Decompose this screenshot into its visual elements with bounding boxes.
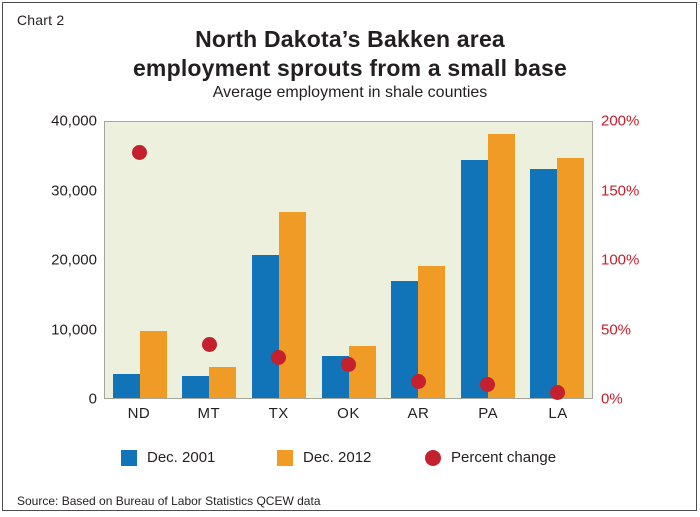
bar-dec-2012-ok (348, 345, 376, 398)
plot-area (104, 121, 593, 400)
legend-square-swatch (121, 449, 137, 466)
bar-dec-2012-pa (487, 133, 515, 398)
legend-item-dec-2001: Dec. 2001 (121, 449, 215, 466)
legend-item-percent-change: Percent change (425, 449, 556, 466)
bar-dec-2001-nd (112, 373, 140, 398)
bar-dec-2001-mt (182, 375, 210, 398)
legend-square-swatch (277, 449, 293, 466)
left-axis-tick: 10,000 (51, 321, 97, 338)
bar-group-nd (105, 122, 175, 398)
bar-group-pa (453, 122, 523, 398)
percent-change-dot-la (549, 384, 565, 400)
chart-title: North Dakota’s Bakken area employment sp… (0, 25, 700, 83)
percent-change-dot-ok (341, 357, 357, 373)
left-axis-tick: 40,000 (51, 112, 97, 130)
legend-label: Dec. 2012 (303, 449, 372, 466)
bar-dec-2001-la (530, 168, 558, 398)
bar-dec-2012-mt (209, 366, 237, 398)
chart-title-line1: North Dakota’s Bakken area (195, 26, 505, 52)
bar-dec-2012-la (557, 157, 585, 398)
category-label-la: LA (548, 405, 568, 422)
category-label-pa: PA (478, 405, 499, 422)
percent-change-dot-pa (480, 376, 496, 392)
category-label-mt: MT (197, 405, 221, 422)
left-axis-tick: 0 (88, 390, 97, 408)
category-label-tx: TX (268, 405, 289, 422)
source-note: Source: Based on Bureau of Labor Statist… (17, 494, 321, 508)
x-axis: ND MT TX OK AR PA LA (104, 405, 593, 422)
percent-change-dot-tx (271, 350, 287, 366)
bar-dec-2001-tx (251, 255, 279, 398)
category-label-ok: OK (337, 405, 360, 422)
bar-group-la (522, 122, 592, 400)
right-axis-tick: 50% (601, 321, 632, 338)
percent-change-dot-mt (201, 336, 217, 352)
bar-group-ar (383, 122, 453, 398)
chart-number-label: Chart 2 (17, 12, 65, 28)
legend: Dec. 2001 Dec. 2012 Percent change (0, 449, 700, 469)
bar-dec-2012-tx (278, 212, 306, 398)
legend-circle-swatch (425, 449, 441, 466)
right-axis-tick: 150% (601, 182, 640, 199)
percent-change-dot-ar (410, 373, 426, 389)
legend-label: Percent change (451, 449, 557, 466)
left-axis-tick: 30,000 (51, 182, 97, 199)
chart-title-line2: employment sprouts from a small base (132, 55, 568, 81)
bar-group-mt (175, 122, 245, 398)
bar-dec-2012-nd (139, 331, 167, 398)
right-axis-tick: 0% (601, 390, 623, 408)
percent-change-dot-nd (132, 144, 148, 160)
bar-dec-2001-pa (460, 159, 488, 398)
category-label-ar: AR (407, 405, 430, 422)
right-axis-tick: 100% (601, 251, 640, 269)
bar-group-ok (314, 122, 384, 398)
left-axis-tick: 20,000 (51, 251, 97, 269)
legend-label: Dec. 2001 (147, 449, 216, 466)
left-axis: 40,000 30,000 20,000 10,000 0 (0, 113, 97, 408)
right-axis: 200% 150% 100% 50% 0% (601, 113, 691, 408)
legend-item-dec-2012: Dec. 2012 (277, 449, 371, 466)
chart-subtitle: Average employment in shale counties (212, 84, 488, 101)
bar-group-tx (244, 122, 314, 398)
category-label-nd: ND (127, 405, 151, 422)
right-axis-tick: 200% (601, 112, 640, 130)
